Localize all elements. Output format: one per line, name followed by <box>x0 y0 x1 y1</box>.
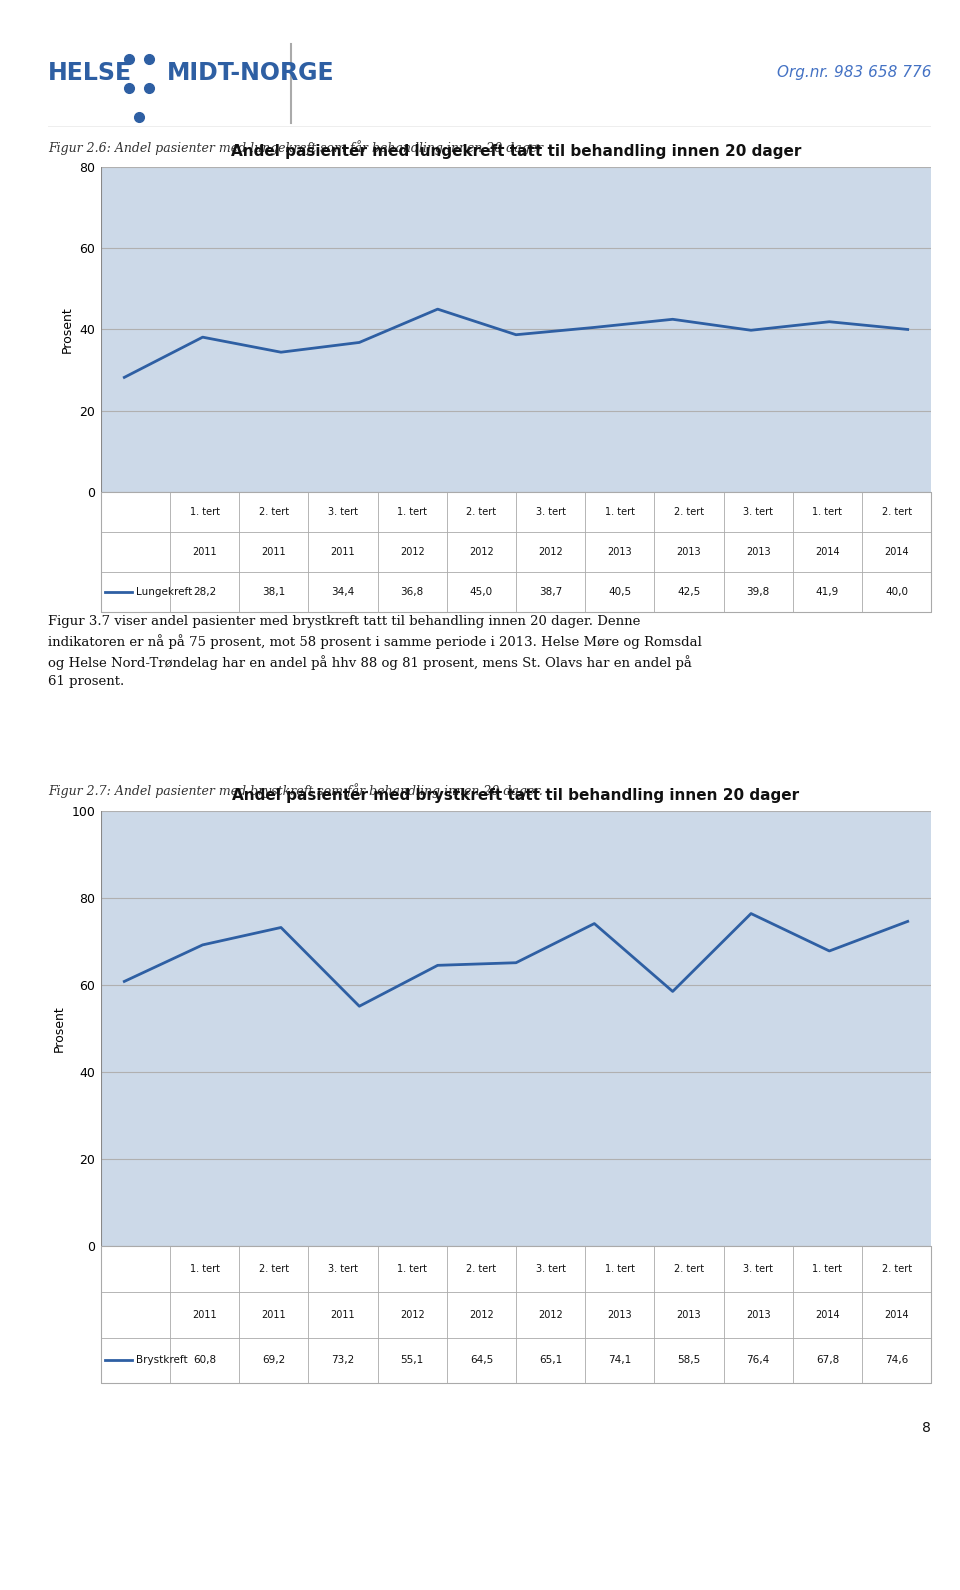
Text: 3. tert: 3. tert <box>536 507 565 517</box>
Text: 1. tert: 1. tert <box>397 507 427 517</box>
Text: 55,1: 55,1 <box>400 1355 423 1366</box>
Text: 2. tert: 2. tert <box>674 1264 704 1274</box>
Text: 2013: 2013 <box>608 1310 632 1320</box>
Text: 3. tert: 3. tert <box>328 507 358 517</box>
Text: 2012: 2012 <box>399 547 424 556</box>
Text: 2011: 2011 <box>261 1310 286 1320</box>
Text: 40,0: 40,0 <box>885 587 908 598</box>
Text: Figur 2.7: Andel pasienter med brystkreft som får behandling innen 20 dager.: Figur 2.7: Andel pasienter med brystkref… <box>48 784 542 798</box>
Text: 2013: 2013 <box>677 547 702 556</box>
Text: 2. tert: 2. tert <box>881 1264 912 1274</box>
Text: 40,5: 40,5 <box>609 587 632 598</box>
Text: 2013: 2013 <box>746 1310 771 1320</box>
Text: 73,2: 73,2 <box>331 1355 354 1366</box>
Text: 2011: 2011 <box>261 547 286 556</box>
Text: 60,8: 60,8 <box>193 1355 216 1366</box>
Text: 28,2: 28,2 <box>193 587 216 598</box>
Text: 2. tert: 2. tert <box>467 1264 496 1274</box>
Y-axis label: Prosent: Prosent <box>60 305 74 353</box>
Text: 2014: 2014 <box>884 1310 909 1320</box>
Text: 69,2: 69,2 <box>262 1355 285 1366</box>
Text: 2014: 2014 <box>815 1310 840 1320</box>
Text: 42,5: 42,5 <box>678 587 701 598</box>
Text: 2012: 2012 <box>539 1310 563 1320</box>
Text: 3. tert: 3. tert <box>743 1264 773 1274</box>
Text: Brystkreft: Brystkreft <box>136 1355 188 1366</box>
Text: 64,5: 64,5 <box>469 1355 493 1366</box>
Text: 3. tert: 3. tert <box>328 1264 358 1274</box>
Text: 45,0: 45,0 <box>469 587 493 598</box>
Text: 2. tert: 2. tert <box>259 1264 289 1274</box>
Text: 2012: 2012 <box>399 1310 424 1320</box>
Text: 36,8: 36,8 <box>400 587 423 598</box>
Text: 1. tert: 1. tert <box>812 1264 842 1274</box>
Text: 1. tert: 1. tert <box>189 507 220 517</box>
Text: 76,4: 76,4 <box>747 1355 770 1366</box>
Text: 58,5: 58,5 <box>678 1355 701 1366</box>
Text: 2011: 2011 <box>192 547 217 556</box>
Text: 41,9: 41,9 <box>816 587 839 598</box>
Text: 2012: 2012 <box>469 1310 493 1320</box>
Text: Org.nr. 983 658 776: Org.nr. 983 658 776 <box>777 65 931 81</box>
Text: 2013: 2013 <box>677 1310 702 1320</box>
Text: 2. tert: 2. tert <box>674 507 704 517</box>
Text: 2. tert: 2. tert <box>259 507 289 517</box>
Text: 2011: 2011 <box>330 547 355 556</box>
Text: 67,8: 67,8 <box>816 1355 839 1366</box>
Text: 1. tert: 1. tert <box>397 1264 427 1274</box>
Title: Andel pasienter med lungekreft tatt til behandling innen 20 dager: Andel pasienter med lungekreft tatt til … <box>230 143 802 159</box>
Text: 2. tert: 2. tert <box>881 507 912 517</box>
Text: 8: 8 <box>923 1421 931 1434</box>
Text: 3. tert: 3. tert <box>536 1264 565 1274</box>
Text: 3. tert: 3. tert <box>743 507 773 517</box>
Text: 2014: 2014 <box>884 547 909 556</box>
Text: 34,4: 34,4 <box>331 587 354 598</box>
Text: HELSE: HELSE <box>48 60 132 84</box>
Text: 2. tert: 2. tert <box>467 507 496 517</box>
Text: 1. tert: 1. tert <box>605 1264 635 1274</box>
Text: 38,7: 38,7 <box>539 587 563 598</box>
Text: 39,8: 39,8 <box>747 587 770 598</box>
Text: 2013: 2013 <box>608 547 632 556</box>
Text: Figur 2.6: Andel pasienter med lungekreft som får behandling innen 20 dager: Figur 2.6: Andel pasienter med lungekref… <box>48 140 543 154</box>
Text: 2014: 2014 <box>815 547 840 556</box>
Text: Figur 3.7 viser andel pasienter med brystkreft tatt til behandling innen 20 dage: Figur 3.7 viser andel pasienter med brys… <box>48 615 702 688</box>
Text: 65,1: 65,1 <box>539 1355 563 1366</box>
Text: 74,1: 74,1 <box>609 1355 632 1366</box>
Text: 2012: 2012 <box>539 547 563 556</box>
Text: 2011: 2011 <box>192 1310 217 1320</box>
Text: 2013: 2013 <box>746 547 771 556</box>
Text: 1. tert: 1. tert <box>605 507 635 517</box>
Text: 2011: 2011 <box>330 1310 355 1320</box>
Title: Andel pasienter med brystkreft tatt til behandling innen 20 dager: Andel pasienter med brystkreft tatt til … <box>232 787 800 803</box>
Text: 1. tert: 1. tert <box>189 1264 220 1274</box>
Text: MIDT-NORGE: MIDT-NORGE <box>167 60 335 84</box>
Y-axis label: Prosent: Prosent <box>53 1005 66 1053</box>
Text: 1. tert: 1. tert <box>812 507 842 517</box>
Text: Lungekreft: Lungekreft <box>136 587 192 598</box>
Text: 74,6: 74,6 <box>885 1355 908 1366</box>
Text: 38,1: 38,1 <box>262 587 285 598</box>
Text: 2012: 2012 <box>469 547 493 556</box>
